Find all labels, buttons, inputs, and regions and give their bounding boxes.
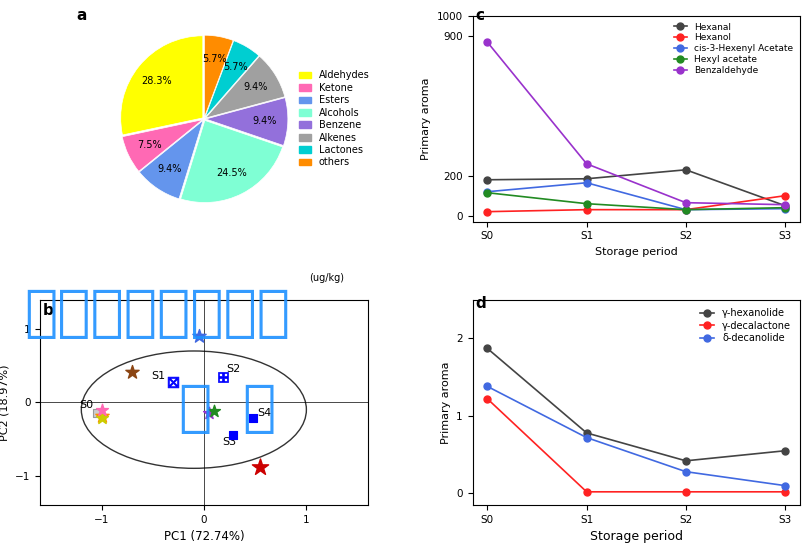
Wedge shape <box>120 36 203 135</box>
Hexanal <box>582 175 591 182</box>
X-axis label: PC1 (72.74%): PC1 (72.74%) <box>164 531 244 543</box>
Point <box>95 411 108 420</box>
Wedge shape <box>205 56 284 118</box>
Hexanol <box>781 192 790 199</box>
Text: c: c <box>476 8 485 23</box>
Text: a: a <box>77 8 87 23</box>
γ-decalactone <box>482 396 492 402</box>
Point <box>203 409 216 418</box>
Hexanal <box>781 203 790 209</box>
Benzaldehyde <box>482 39 492 46</box>
δ-decanolide <box>582 434 591 441</box>
Wedge shape <box>139 121 203 199</box>
Text: 9.4%: 9.4% <box>158 165 183 174</box>
Text: d: d <box>476 296 486 311</box>
Point <box>90 409 103 418</box>
γ-hexanolide <box>681 458 691 464</box>
Wedge shape <box>204 35 234 117</box>
Text: 数码电器行业动态: 数码电器行业动态 <box>24 287 290 340</box>
cis-3-Hexenyl Acetate <box>781 205 790 212</box>
Line: Benzaldehyde: Benzaldehyde <box>484 39 789 208</box>
Hexanol <box>482 209 492 215</box>
δ-decanolide <box>482 383 492 390</box>
Text: 5.7%: 5.7% <box>223 62 247 72</box>
Text: S3: S3 <box>222 437 237 447</box>
Line: Hexyl acetate: Hexyl acetate <box>484 190 789 213</box>
γ-decalactone <box>781 489 790 495</box>
Hexanal <box>482 176 492 183</box>
X-axis label: Storage period: Storage period <box>595 247 678 257</box>
Point <box>192 332 205 340</box>
Y-axis label: Primary aroma: Primary aroma <box>421 78 431 160</box>
Text: 5.7%: 5.7% <box>203 54 227 64</box>
Legend: Hexanal, Hexanol, cis-3-Hexenyl Acetate, Hexyl acetate, Benzaldehyde: Hexanal, Hexanol, cis-3-Hexenyl Acetate,… <box>672 21 795 77</box>
Benzaldehyde <box>681 199 691 206</box>
Legend: γ-hexanolide, γ-decalactone, δ-decanolide: γ-hexanolide, γ-decalactone, δ-decanolid… <box>696 305 795 347</box>
γ-decalactone <box>582 489 591 495</box>
Wedge shape <box>122 119 203 172</box>
Hexyl acetate <box>582 200 591 207</box>
Wedge shape <box>205 41 259 117</box>
Text: 28.3%: 28.3% <box>141 75 172 86</box>
Point <box>216 372 229 381</box>
Legend: Aldehydes, Ketone, Esters, Alcohols, Benzene, Alkenes, Lactones, others: Aldehydes, Ketone, Esters, Alcohols, Ben… <box>295 67 373 172</box>
Hexanol <box>582 206 591 213</box>
Wedge shape <box>181 121 283 203</box>
Hexanol <box>681 206 691 213</box>
γ-hexanolide <box>582 430 591 436</box>
Text: 24.5%: 24.5% <box>217 168 247 178</box>
γ-hexanolide <box>781 447 790 454</box>
cis-3-Hexenyl Acetate <box>582 180 591 186</box>
Hexanal <box>681 167 691 173</box>
cis-3-Hexenyl Acetate <box>681 206 691 213</box>
Text: 数: 数 <box>178 382 211 435</box>
γ-decalactone <box>681 489 691 495</box>
γ-hexanolide <box>482 345 492 352</box>
Point <box>254 463 267 471</box>
Point <box>95 405 108 414</box>
Point <box>95 414 108 423</box>
Text: S1: S1 <box>151 371 165 381</box>
Point <box>208 407 221 415</box>
Text: S2: S2 <box>226 363 241 374</box>
Text: S4: S4 <box>257 408 271 418</box>
Point <box>246 414 259 423</box>
Hexyl acetate <box>781 204 790 211</box>
Point <box>226 431 239 440</box>
Point <box>167 377 180 386</box>
cis-3-Hexenyl Acetate <box>482 188 492 195</box>
Y-axis label: Primary aroma: Primary aroma <box>440 361 451 444</box>
Benzaldehyde <box>582 161 591 167</box>
Y-axis label: PC2 (18.97%): PC2 (18.97%) <box>0 364 10 440</box>
Point <box>126 367 139 376</box>
Text: (ug/kg): (ug/kg) <box>309 273 344 283</box>
Text: 9.4%: 9.4% <box>243 82 267 92</box>
Line: Hexanol: Hexanol <box>484 192 789 215</box>
Line: Hexanal: Hexanal <box>484 166 789 209</box>
Legend: Hexanal, Hexanol, γ-hexanolide, γ-decalactone, δ-decanolide, Benzaldehyde, Cis-3: Hexanal, Hexanol, γ-hexanolide, γ-decala… <box>543 300 674 392</box>
Benzaldehyde <box>781 201 790 208</box>
Hexyl acetate <box>681 206 691 213</box>
Line: γ-decalactone: γ-decalactone <box>484 395 789 495</box>
Text: S0: S0 <box>79 400 94 410</box>
X-axis label: Storage period: Storage period <box>590 531 683 543</box>
Wedge shape <box>206 98 288 146</box>
Line: cis-3-Hexenyl Acetate: cis-3-Hexenyl Acetate <box>484 179 789 213</box>
Text: 7.5%: 7.5% <box>137 140 162 150</box>
Line: δ-decanolide: δ-decanolide <box>484 383 789 489</box>
Text: ，: ， <box>242 382 276 435</box>
Hexyl acetate <box>482 190 492 196</box>
δ-decanolide <box>681 469 691 475</box>
δ-decanolide <box>781 482 790 489</box>
Line: γ-hexanolide: γ-hexanolide <box>484 345 789 464</box>
Text: 9.4%: 9.4% <box>253 116 277 126</box>
Text: b: b <box>43 304 53 318</box>
